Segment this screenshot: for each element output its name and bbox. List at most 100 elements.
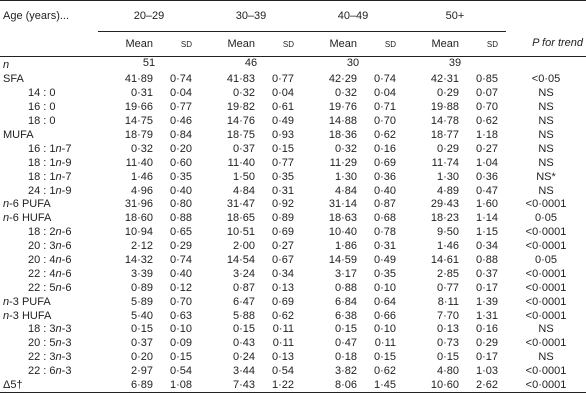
cell: 11·40 — [227, 156, 255, 169]
cell: 0·73 — [436, 337, 459, 350]
cell: 0·05 — [535, 212, 558, 225]
table-row: Δ5† 6·89 1·08 7·43 1·22 8·06 1·45 10·60 2·62 <0·0… — [0, 378, 586, 394]
cell: 1·08 — [156, 378, 200, 394]
row-label: 18 : 3n-3 — [28, 323, 72, 336]
cell: 0·29 — [436, 87, 459, 100]
cell: 0·89 — [271, 212, 294, 225]
cell: 3·17 — [334, 267, 357, 280]
row-label: 14 : 0 — [28, 87, 56, 100]
row-label: 20 : 5n-3 — [28, 337, 72, 350]
cell: 0·67 — [271, 254, 294, 267]
cell: 14·54 — [226, 254, 255, 267]
cell: 14·88 — [328, 115, 357, 128]
cell: 5·40 — [130, 309, 153, 322]
cell: 0·24 — [232, 351, 255, 364]
table-row: 18 : 1n-7 1·46 0·35 1·50 0·35 1·30 0·36 1·30 0·3… — [0, 170, 586, 184]
table-row: n-3 HUFA 5·40 0·63 5·88 0·62 6·38 0·66 7·70 1·31… — [0, 309, 586, 323]
cell: 41·83 — [226, 73, 255, 86]
cell: 0·61 — [271, 101, 294, 114]
table-row: 18 : 2n-6 10·94 0·65 10·51 0·69 10·40 0·78 9·50… — [0, 226, 586, 240]
table-row: 22 : 5n-6 0·89 0·12 0·87 0·13 0·88 0·10 0·77 0·1… — [0, 281, 586, 295]
header-blank — [0, 31, 98, 57]
table-row: 16 : 0 19·66 0·77 19·82 0·61 19·76 0·71 19·88 0·… — [0, 101, 586, 115]
cell: 0·69 — [271, 295, 294, 308]
group-header: 50+ — [404, 0, 507, 32]
cell: 0·74 — [373, 73, 396, 86]
cell: 0·78 — [373, 226, 396, 239]
cell: 0·93 — [271, 129, 294, 141]
cell: 0·37 — [130, 337, 153, 350]
cell: 0·10 — [373, 281, 396, 294]
cell: 1·86 — [334, 240, 357, 253]
cell: 0·43 — [232, 337, 255, 350]
cell: 0·36 — [475, 170, 499, 183]
table-row: 18 : 1n-9 11·40 0·60 11·40 0·77 11·29 0·69 11·7… — [0, 156, 586, 170]
cell: 0·34 — [271, 267, 294, 280]
cell: 4·96 — [130, 184, 153, 197]
cell: 14·76 — [226, 115, 255, 128]
cell: 10·51 — [226, 226, 255, 239]
cell: 3·39 — [130, 267, 153, 280]
cell: <0·0001 — [525, 240, 567, 253]
cell: NS — [538, 87, 554, 100]
cell: 7·43 — [200, 378, 258, 394]
cell: 4·89 — [436, 184, 459, 197]
cell: 0·32 — [334, 87, 357, 100]
cell: 0·88 — [169, 212, 192, 225]
cell: <0·0001 — [525, 198, 567, 211]
cell: 0·29 — [475, 337, 499, 350]
table-row: 14 : 0 0·31 0·04 0·32 0·04 0·32 0·04 0·29 0·07 NS — [0, 87, 586, 101]
cell: 0·29 — [436, 142, 459, 155]
cell: 0·36 — [373, 170, 396, 183]
cell: 11·29 — [329, 156, 357, 169]
cell: 0·69 — [271, 226, 294, 239]
cell: 0·34 — [475, 240, 499, 253]
cell: 6·89 — [98, 378, 156, 394]
cell: 41·89 — [124, 73, 153, 86]
sub-header: Mean — [98, 31, 156, 57]
cell: 0·65 — [169, 226, 192, 239]
cell: 31·96 — [124, 198, 153, 211]
row-label: 18 : 1n-7 — [28, 170, 72, 183]
data-table: Age (years)... 20–29 30–39 40–49 50+ Mean SD Me… — [0, 0, 586, 394]
row-label: 16 : 0 — [28, 101, 56, 114]
cell: 1·46 — [436, 240, 459, 253]
cell: 0·74 — [169, 73, 192, 86]
cell: 19·66 — [124, 101, 153, 114]
cell: 2·97 — [130, 365, 153, 378]
cell: 0·54 — [169, 365, 192, 378]
row-label: n-3 PUFA — [3, 295, 51, 308]
cell: 0·11 — [272, 323, 294, 336]
cell: 0·77 — [169, 101, 192, 114]
row-label: n-6 PUFA — [3, 198, 51, 211]
sub-header: SD — [258, 31, 302, 57]
cell: 0·37 — [232, 142, 255, 155]
cell: 0·15 — [334, 323, 357, 336]
cell: 0·85 — [475, 73, 499, 86]
cell: 0·12 — [169, 281, 192, 294]
cell: 0·11 — [374, 337, 396, 350]
cell: <0·0001 — [525, 337, 567, 350]
cell: 0·62 — [373, 129, 396, 141]
group-header: 20–29 — [98, 0, 200, 32]
table-row: Age (years)... 20–29 30–39 40–49 50+ — [0, 0, 586, 32]
cell: 18·75 — [226, 129, 255, 141]
cell: NS — [538, 101, 554, 114]
cell: 0·87 — [232, 281, 255, 294]
cell: 0·71 — [373, 101, 396, 114]
table-row: SFA 41·89 0·74 41·83 0·77 42·29 0·74 42·31 0·85 <… — [0, 73, 586, 87]
cell: 0·10 — [373, 323, 396, 336]
cell: 0·15 — [271, 142, 294, 155]
cell: 6·47 — [232, 295, 255, 308]
cell: 0·62 — [271, 309, 294, 322]
table-row: 24 : 1n-9 4·96 0·40 4·84 0·31 4·84 0·40 4·89 0·4… — [0, 184, 586, 198]
cell: <0·0001 — [525, 365, 567, 378]
row-label: Δ5† — [0, 378, 98, 394]
cell: 2·12 — [130, 240, 153, 253]
table-row: n-3 PUFA 5·89 0·70 6·47 0·69 6·84 0·64 8·11 1·39… — [0, 295, 586, 309]
table-row: 22 : 4n-6 3·39 0·40 3·24 0·34 3·17 0·35 2·85 0·3… — [0, 267, 586, 281]
cell: 18·36 — [328, 129, 357, 141]
cell: 8·11 — [437, 295, 459, 308]
header-label: Age (years)... — [0, 0, 98, 32]
cell: 0·77 — [271, 156, 294, 169]
